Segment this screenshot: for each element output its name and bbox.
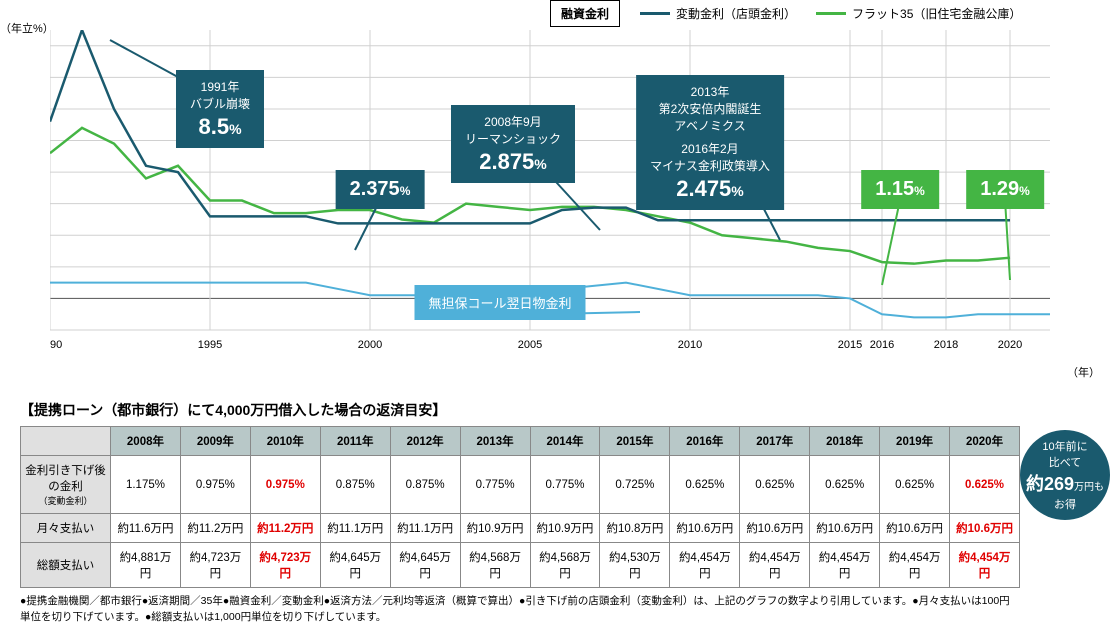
table-cell: 0.975%: [250, 456, 320, 514]
callout-box: 2008年9月リーマンショック2.875%: [451, 105, 575, 183]
table-cell: 0.625%: [810, 456, 880, 514]
svg-text:2018: 2018: [934, 339, 958, 351]
table-footnote: ●提携金融機関／都市銀行●返済期間／35年●融資金利／変動金利●返済方法／元利均…: [20, 594, 1020, 626]
callout-box: 無担保コール翌日物金利: [414, 285, 585, 320]
badge-line: 10年前に: [1042, 438, 1087, 454]
year-header: 2012年: [390, 427, 460, 456]
savings-badge: 10年前に 比べて 約269万円も お得: [1020, 430, 1110, 520]
table-cell: 0.775%: [460, 456, 530, 514]
year-header: 2020年: [950, 427, 1020, 456]
table-cell: 約4,454万円: [950, 543, 1020, 588]
svg-text:2005: 2005: [518, 339, 542, 351]
legend-swatch: [816, 12, 846, 15]
table-cell: 約4,530万円: [600, 543, 670, 588]
table-cell: 0.875%: [390, 456, 460, 514]
row-header: 月々支払い: [21, 514, 111, 543]
table-row: 月々支払い約11.6万円約11.2万円約11.2万円約11.1万円約11.1万円…: [21, 514, 1020, 543]
table-cell: 約10.6万円: [670, 514, 740, 543]
corner-cell: [21, 427, 111, 456]
callout-box: 1991年バブル崩壊8.5%: [176, 70, 264, 148]
table-cell: 0.875%: [320, 456, 390, 514]
table-cell: 0.625%: [880, 456, 950, 514]
table-cell: 約10.8万円: [600, 514, 670, 543]
table-cell: 約4,723万円: [250, 543, 320, 588]
table-cell: 約11.2万円: [180, 514, 250, 543]
chart-legend: 融資金利 変動金利（店頭金利） フラット35（旧住宅金融公庫）: [550, 0, 1021, 27]
repayment-table-section: 【提携ローン（都市銀行）にて4,000万円借入した場合の返済目安】 2008年2…: [0, 400, 1110, 636]
table-cell: 約10.6万円: [950, 514, 1020, 543]
svg-text:2020: 2020: [998, 339, 1022, 351]
year-header: 2015年: [600, 427, 670, 456]
table-cell: 0.625%: [950, 456, 1020, 514]
svg-text:2000: 2000: [358, 339, 382, 351]
svg-text:2010: 2010: [678, 339, 702, 351]
table-row: 金利引き下げ後の金利（変動金利）1.175%0.975%0.975%0.875%…: [21, 456, 1020, 514]
callout-box: 1.15%: [861, 170, 939, 209]
legend-item-variable: 変動金利（店頭金利）: [640, 5, 796, 22]
table-cell: 約4,454万円: [810, 543, 880, 588]
table-cell: 0.625%: [670, 456, 740, 514]
table-cell: 約10.9万円: [530, 514, 600, 543]
x-axis-label: （年）: [1067, 364, 1100, 380]
table-cell: 約4,881万円: [111, 543, 181, 588]
legend-label: 変動金利（店頭金利）: [676, 5, 796, 22]
table-cell: 約11.2万円: [250, 514, 320, 543]
badge-line: 比べて: [1049, 454, 1082, 470]
year-header: 2011年: [320, 427, 390, 456]
svg-text:1995: 1995: [198, 339, 222, 351]
legend-title: 融資金利: [550, 0, 620, 27]
legend-swatch: [640, 12, 670, 15]
svg-text:2016: 2016: [870, 339, 894, 351]
table-cell: 約10.6万円: [810, 514, 880, 543]
year-header: 2009年: [180, 427, 250, 456]
table-cell: 0.625%: [740, 456, 810, 514]
table-cell: 約4,454万円: [880, 543, 950, 588]
badge-line: お得: [1054, 496, 1076, 512]
table-cell: 約10.6万円: [740, 514, 810, 543]
table-title: 【提携ローン（都市銀行）にて4,000万円借入した場合の返済目安】: [20, 400, 1090, 420]
year-header: 2019年: [880, 427, 950, 456]
legend-item-flat35: フラット35（旧住宅金融公庫）: [816, 5, 1021, 22]
table-cell: 約4,568万円: [460, 543, 530, 588]
svg-text:2015: 2015: [838, 339, 862, 351]
table-cell: 約4,723万円: [180, 543, 250, 588]
table-cell: 約10.6万円: [880, 514, 950, 543]
callout-box: 1.29%: [966, 170, 1044, 209]
year-header: 2013年: [460, 427, 530, 456]
year-header: 2010年: [250, 427, 320, 456]
callout-box: 2.375%: [336, 170, 425, 209]
table-cell: 0.775%: [530, 456, 600, 514]
year-header: 2018年: [810, 427, 880, 456]
badge-value: 約269万円も: [1026, 470, 1104, 496]
legend-label: フラット35（旧住宅金融公庫）: [852, 5, 1021, 22]
table-cell: 約4,568万円: [530, 543, 600, 588]
callout-box: 2013年第2次安倍内閣誕生アベノミクス2016年2月マイナス金利政策導入2.4…: [636, 75, 784, 210]
interest-rate-chart: 融資金利 変動金利（店頭金利） フラット35（旧住宅金融公庫） （年立%） （年…: [0, 0, 1110, 380]
repayment-table: 2008年2009年2010年2011年2012年2013年2014年2015年…: [20, 426, 1020, 588]
table-cell: 約11.1万円: [390, 514, 460, 543]
table-cell: 0.725%: [600, 456, 670, 514]
row-header: 総額支払い: [21, 543, 111, 588]
table-row: 総額支払い約4,881万円約4,723万円約4,723万円約4,645万円約4,…: [21, 543, 1020, 588]
year-header: 2008年: [111, 427, 181, 456]
year-header: 2014年: [530, 427, 600, 456]
year-header: 2017年: [740, 427, 810, 456]
table-cell: 約11.6万円: [111, 514, 181, 543]
table-cell: 1.175%: [111, 456, 181, 514]
table-cell: 0.975%: [180, 456, 250, 514]
table-cell: 約11.1万円: [320, 514, 390, 543]
table-cell: 約4,645万円: [390, 543, 460, 588]
row-header: 金利引き下げ後の金利（変動金利）: [21, 456, 111, 514]
y-axis-label: （年立%）: [0, 20, 54, 36]
svg-text:1990: 1990: [50, 339, 62, 351]
table-cell: 約4,454万円: [740, 543, 810, 588]
table-cell: 約10.9万円: [460, 514, 530, 543]
table-cell: 約4,645万円: [320, 543, 390, 588]
table-cell: 約4,454万円: [670, 543, 740, 588]
year-header: 2016年: [670, 427, 740, 456]
